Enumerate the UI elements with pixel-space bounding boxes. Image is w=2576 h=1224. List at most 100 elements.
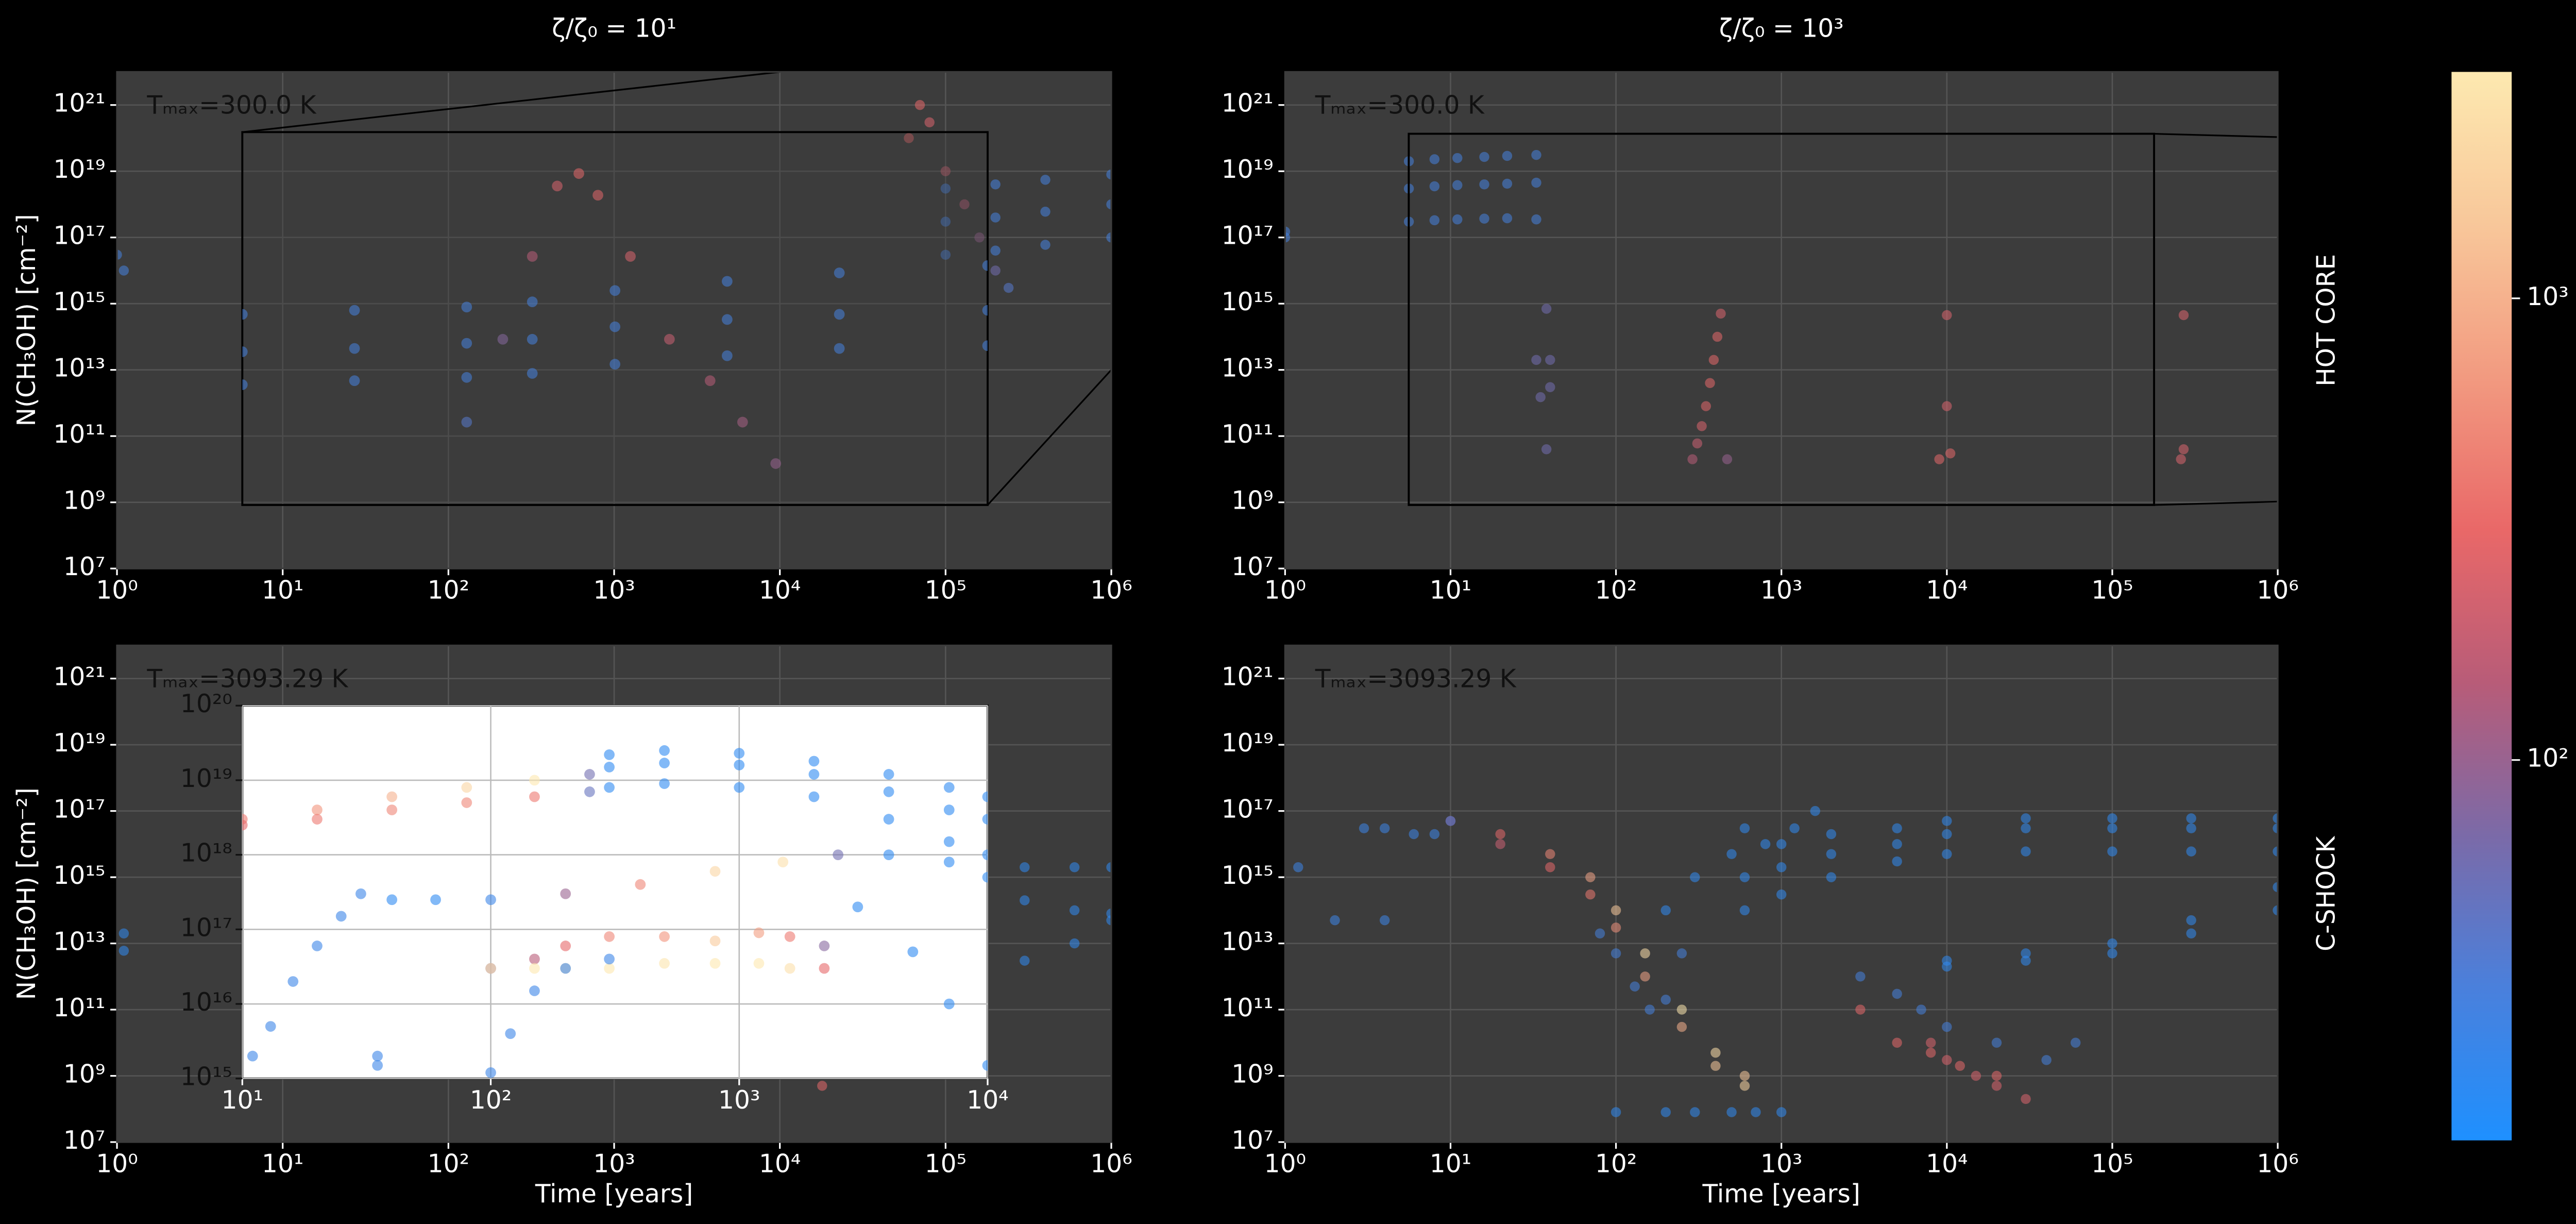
annotation: Tₘₐₓ=3093.29 K	[146, 665, 348, 694]
data-point	[940, 166, 951, 176]
data-point	[529, 791, 540, 802]
data-point	[1479, 179, 1489, 190]
data-point	[943, 857, 955, 868]
x-tick-label: 10⁴	[1926, 576, 1968, 605]
data-point	[560, 963, 571, 974]
data-point	[2107, 938, 2117, 949]
y-tick-label: 10¹³	[53, 354, 105, 383]
x-tick-label: 10²	[1595, 576, 1637, 605]
data-point	[1003, 282, 1014, 293]
data-point	[1892, 823, 1902, 833]
data-point	[1942, 961, 1952, 972]
x-tick-label: 10⁶	[1090, 576, 1132, 605]
data-point	[737, 416, 748, 428]
data-point	[1697, 421, 1707, 431]
y-tick-label: 10¹⁹	[1222, 729, 1274, 758]
data-point	[604, 749, 615, 760]
data-point	[1710, 1061, 1721, 1071]
data-point	[287, 976, 299, 987]
x-tick-label: 10⁰	[1264, 576, 1306, 605]
data-point	[1645, 1004, 1655, 1015]
data-point	[982, 260, 988, 271]
data-point	[1760, 839, 1771, 849]
axes-frame	[1284, 71, 2279, 569]
data-point	[349, 375, 360, 387]
data-point	[1660, 905, 1671, 916]
data-point	[560, 888, 571, 899]
data-point	[907, 946, 919, 958]
data-point	[1479, 213, 1489, 224]
data-point	[1710, 1047, 1721, 1058]
y-tick-label: 10²¹	[53, 89, 105, 118]
data-point	[819, 963, 830, 974]
data-point	[2041, 1055, 2052, 1065]
data-point	[1726, 1107, 1737, 1117]
data-point	[1069, 862, 1080, 873]
data-point	[1452, 180, 1463, 190]
data-point	[1040, 240, 1050, 250]
data-point	[1692, 438, 1703, 449]
data-point	[1892, 856, 1902, 867]
data-point	[883, 786, 894, 797]
data-point	[1541, 444, 1552, 455]
data-point	[1942, 1055, 1952, 1065]
data-point	[1942, 829, 1952, 840]
data-point	[659, 758, 670, 768]
data-point	[1739, 905, 1750, 916]
data-point	[940, 183, 951, 194]
data-point	[1429, 215, 1440, 226]
data-point	[1502, 178, 1513, 189]
zoom-connector	[2154, 132, 2278, 138]
annotation: Tₘₐₓ=300.0 K	[146, 91, 316, 120]
data-point	[461, 301, 472, 313]
data-point	[247, 1050, 258, 1062]
data-point	[609, 285, 621, 296]
data-point	[709, 958, 721, 969]
data-point	[242, 379, 248, 390]
inset-y-tick-label: 10¹⁵	[180, 1063, 232, 1092]
data-point	[1942, 310, 1952, 321]
data-point	[1690, 872, 1700, 882]
data-point	[335, 911, 347, 922]
data-point	[584, 769, 595, 780]
data-point	[659, 958, 670, 969]
data-point	[734, 782, 745, 793]
data-point	[1701, 401, 1711, 411]
data-point	[485, 1067, 496, 1078]
x-tick-label: 10⁵	[2091, 576, 2133, 605]
data-point	[1429, 829, 1440, 840]
data-point	[852, 901, 863, 913]
y-tick-label: 10¹⁷	[1222, 222, 1274, 250]
data-point	[312, 941, 323, 951]
data-point	[1106, 169, 1112, 180]
y-tick-label: 10⁹	[1231, 487, 1273, 515]
data-point	[834, 309, 845, 320]
y-tick-label: 10⁷	[63, 552, 105, 581]
data-point	[1739, 1081, 1750, 1091]
data-point	[1545, 849, 1555, 859]
data-point	[312, 814, 323, 825]
y-tick-label: 10¹¹	[1222, 994, 1274, 1022]
x-tick-label: 10³	[593, 1149, 635, 1178]
data-point	[1330, 915, 1340, 926]
data-point	[2273, 882, 2278, 893]
data-point	[1676, 948, 1687, 959]
data-point	[2186, 813, 2196, 824]
y-tick-label: 10¹⁵	[53, 861, 105, 890]
data-point	[1991, 1070, 2002, 1081]
data-point	[734, 759, 745, 770]
data-point	[1826, 829, 1837, 840]
x-tick-label: 10¹	[1430, 1149, 1471, 1178]
x-tick-label: 10¹	[1430, 576, 1471, 605]
data-point	[1705, 378, 1715, 388]
data-point	[118, 946, 129, 956]
data-point	[604, 953, 615, 965]
data-point	[2021, 948, 2031, 959]
data-point	[2021, 846, 2031, 857]
data-point	[1531, 177, 1541, 188]
data-point	[943, 836, 955, 847]
data-point	[527, 368, 538, 379]
data-point	[904, 133, 914, 143]
inset-y-tick-label: 10¹⁶	[180, 988, 232, 1017]
data-point	[430, 894, 441, 906]
